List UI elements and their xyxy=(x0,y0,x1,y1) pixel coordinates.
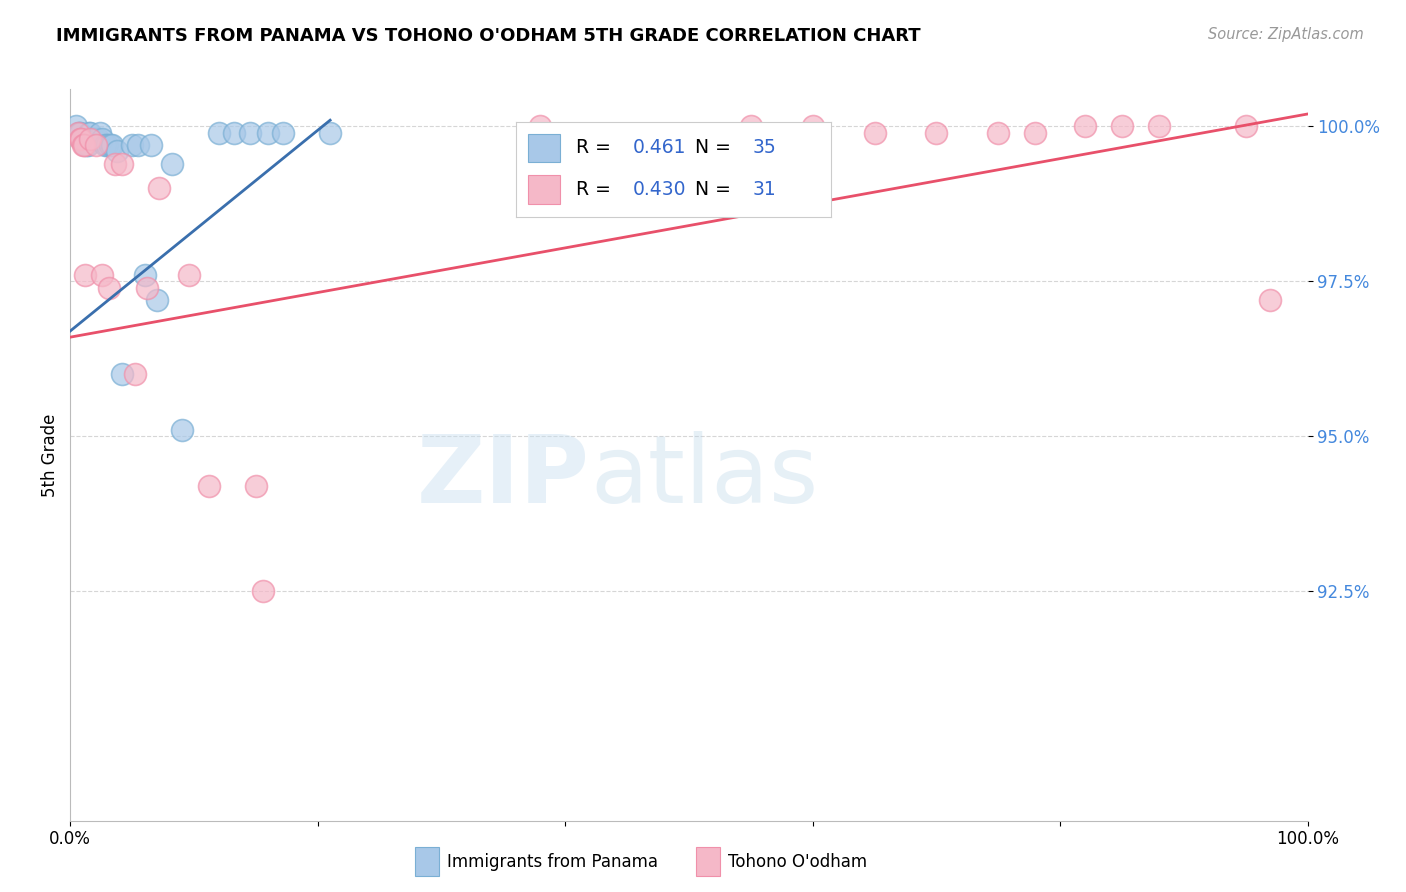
Point xyxy=(73,132,96,146)
Point xyxy=(72,138,94,153)
Point xyxy=(252,584,274,599)
Point xyxy=(271,126,294,140)
Text: IMMIGRANTS FROM PANAMA VS TOHONO O'ODHAM 5TH GRADE CORRELATION CHART: IMMIGRANTS FROM PANAMA VS TOHONO O'ODHAM… xyxy=(56,27,921,45)
Text: Tohono O'odham: Tohono O'odham xyxy=(728,853,868,871)
Point xyxy=(208,126,231,140)
Point xyxy=(139,138,162,153)
Point xyxy=(91,132,114,146)
Point xyxy=(245,479,267,493)
Point xyxy=(239,126,262,140)
Point xyxy=(148,181,170,195)
Text: atlas: atlas xyxy=(591,431,818,523)
Point xyxy=(77,126,100,140)
Point xyxy=(124,368,146,382)
Point xyxy=(72,132,94,146)
Point xyxy=(94,138,117,153)
Point xyxy=(84,132,107,146)
Point xyxy=(111,156,134,170)
Text: Immigrants from Panama: Immigrants from Panama xyxy=(447,853,658,871)
Point xyxy=(170,423,193,437)
Point xyxy=(98,138,121,153)
Point xyxy=(69,132,91,146)
Point xyxy=(136,280,159,294)
Point xyxy=(198,479,221,493)
Point xyxy=(529,120,551,134)
Point xyxy=(111,368,134,382)
Point xyxy=(91,268,114,282)
Point xyxy=(70,132,93,146)
Point xyxy=(121,138,143,153)
Point xyxy=(73,138,96,153)
Point xyxy=(740,120,762,134)
Point xyxy=(160,156,183,170)
Point xyxy=(1024,126,1046,140)
Point xyxy=(257,126,280,140)
Point xyxy=(86,132,108,146)
Point xyxy=(65,120,87,134)
Text: Source: ZipAtlas.com: Source: ZipAtlas.com xyxy=(1208,27,1364,42)
Point xyxy=(84,138,107,153)
Point xyxy=(75,268,97,282)
Point xyxy=(67,126,90,140)
Point xyxy=(96,138,118,153)
Text: ZIP: ZIP xyxy=(418,431,591,523)
Point xyxy=(97,280,120,294)
Point xyxy=(134,268,156,282)
Point xyxy=(79,126,101,140)
Point xyxy=(1260,293,1282,307)
Point xyxy=(104,156,127,170)
Point xyxy=(146,293,169,307)
Point xyxy=(66,126,89,140)
Point xyxy=(75,132,97,146)
Point xyxy=(79,132,101,146)
Point xyxy=(105,144,128,158)
Point xyxy=(987,126,1010,140)
Point xyxy=(1147,120,1170,134)
Point xyxy=(101,138,124,153)
Point xyxy=(222,126,245,140)
Point xyxy=(1074,120,1097,134)
Point xyxy=(82,132,104,146)
Point xyxy=(319,126,342,140)
Point xyxy=(75,138,97,153)
Point xyxy=(127,138,149,153)
Point xyxy=(76,138,98,153)
Point xyxy=(69,126,91,140)
Point xyxy=(70,132,93,146)
Point xyxy=(801,120,824,134)
Point xyxy=(89,126,111,140)
Point xyxy=(1234,120,1257,134)
Point xyxy=(863,126,886,140)
Point xyxy=(177,268,200,282)
Point xyxy=(925,126,948,140)
Point xyxy=(1111,120,1133,134)
Y-axis label: 5th Grade: 5th Grade xyxy=(41,413,59,497)
